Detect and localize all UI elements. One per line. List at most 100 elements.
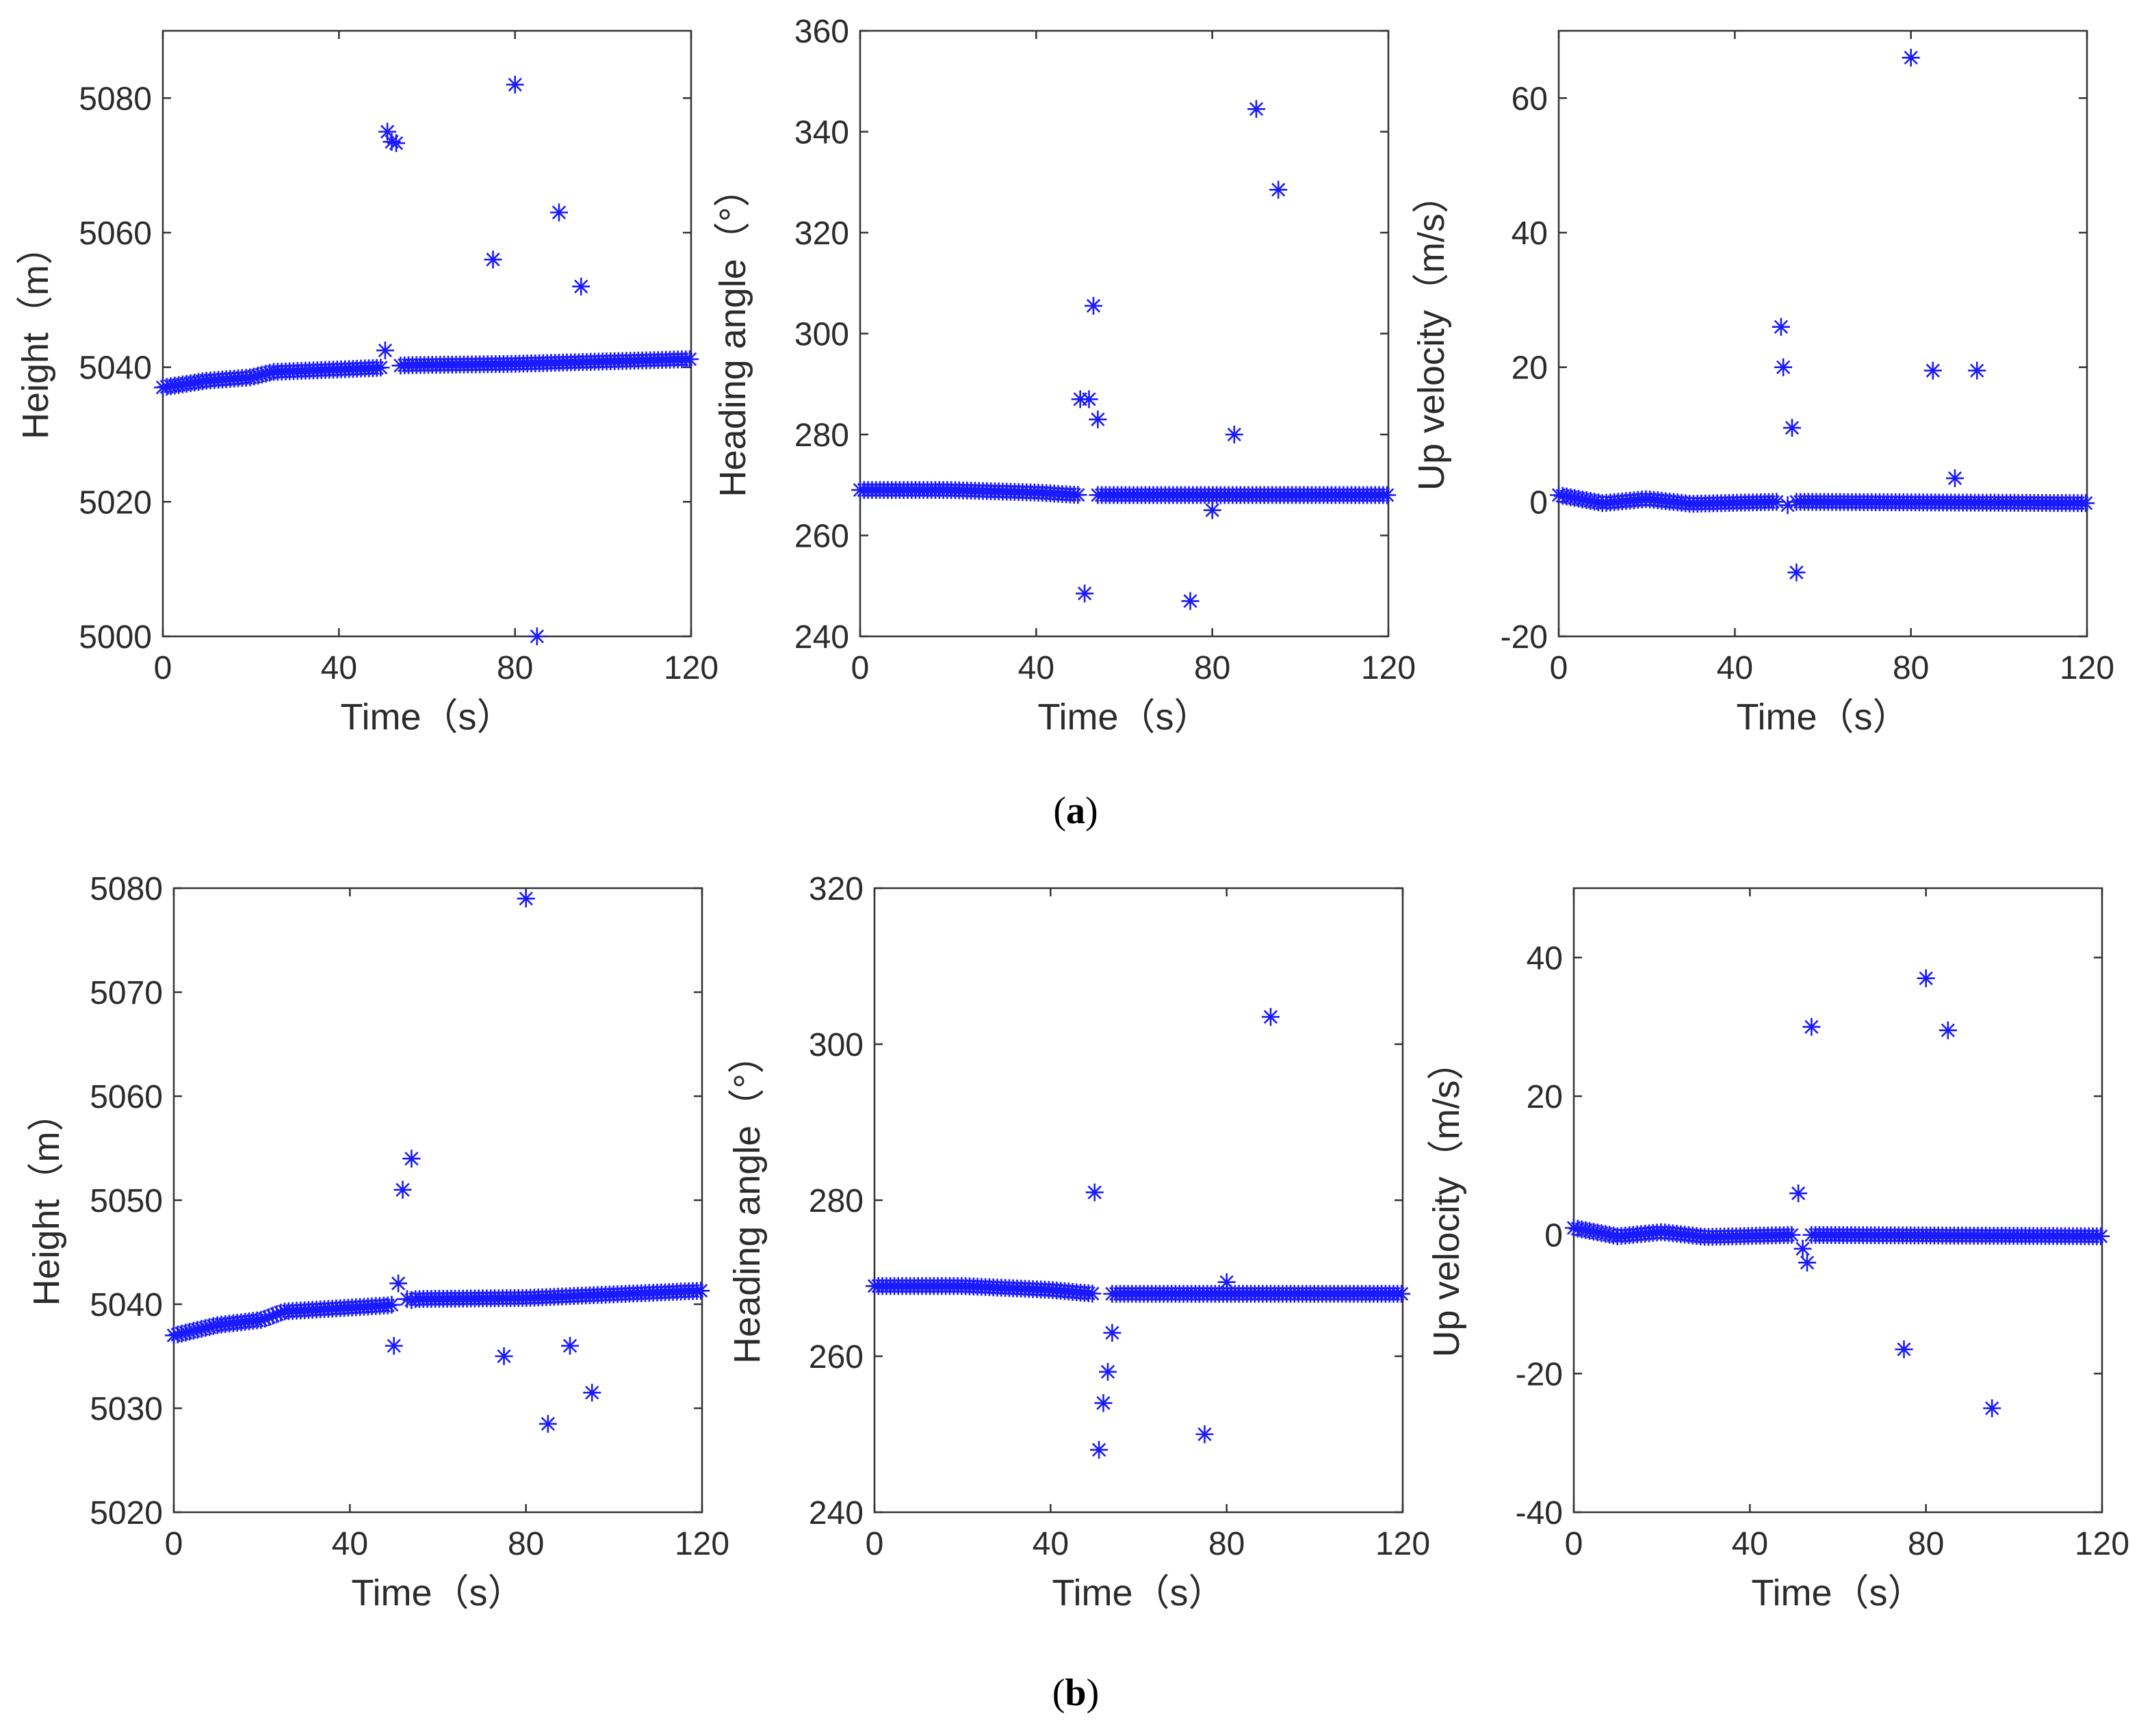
x-tick-label: 0 (154, 650, 172, 686)
outlier-series (1071, 100, 1288, 610)
y-tick-label: 5080 (90, 871, 163, 907)
y-tick-label: 20 (1512, 350, 1548, 387)
x-tick-label: 40 (1018, 650, 1054, 686)
y-tick-label: 280 (794, 417, 849, 454)
plot-frame (1572, 887, 2103, 1514)
outlier-point (484, 250, 502, 269)
y-axis-label: Up velocity（m/s） (1426, 1043, 1467, 1357)
outlier-point (1778, 496, 1797, 515)
outlier-point (583, 1384, 601, 1402)
outlier-point (1939, 1021, 1957, 1039)
outlier-point (1783, 419, 1801, 437)
chart-b-upvel: 0 40 80 120 -40 -20 0 20 40 Time（s） Up velocity（m/… (1426, 887, 2129, 1614)
y-tick-label: 20 (1527, 1079, 1563, 1115)
outlier-point (393, 1180, 412, 1199)
outlier-point (539, 1414, 557, 1433)
x-tick-label: 0 (866, 1526, 884, 1562)
y-tick-label: 0 (1544, 1218, 1563, 1254)
x-axis-label: Time（s） (1737, 697, 1910, 738)
panel-label-a: (a) (1053, 790, 1098, 832)
x-tick-label: 80 (1194, 650, 1230, 686)
x-tick-label: 40 (321, 650, 357, 686)
y-tick-label: 340 (794, 115, 849, 151)
y-tick-label: 300 (809, 1027, 864, 1063)
outlier-point (1789, 1184, 1808, 1202)
outlier-series (1772, 49, 1986, 582)
outlier-point (1968, 361, 1986, 380)
outlier-point (1090, 1440, 1109, 1459)
plot-frame (859, 29, 1390, 638)
outlier-point (506, 75, 524, 94)
trend-series (1565, 1219, 2110, 1246)
outlier-series (376, 75, 591, 645)
y-tick-label: 60 (1512, 81, 1548, 117)
outlier-point (402, 1150, 421, 1168)
outlier-point (528, 627, 546, 645)
outlier-point (1217, 1273, 1236, 1291)
y-tick-label: 260 (794, 519, 849, 555)
outlier-point (1787, 563, 1806, 582)
outlier-point (495, 1347, 513, 1365)
y-tick-label: 0 (1529, 484, 1548, 521)
x-tick-label: 0 (1550, 650, 1568, 686)
y-tick-label: 5070 (90, 975, 163, 1011)
y-tick-label: 240 (809, 1495, 864, 1531)
outlier-point (385, 1336, 403, 1355)
x-axis-label: Time（s） (1752, 1572, 1925, 1614)
x-tick-label: 0 (851, 650, 870, 686)
outlier-point (1247, 100, 1265, 118)
x-tick-label: 120 (1375, 1526, 1430, 1562)
outlier-point (572, 277, 591, 296)
data-point (1378, 486, 1397, 504)
x-tick-label: 120 (664, 650, 718, 686)
y-tick-label: -20 (1501, 619, 1548, 656)
outlier-point (398, 1290, 416, 1308)
outlier-point (1085, 1183, 1104, 1202)
outlier-point (1902, 49, 1920, 67)
trend-series (165, 1282, 710, 1345)
y-axis-label: Heading angle（°） (727, 1037, 768, 1364)
outlier-point (387, 134, 405, 153)
y-tick-label: 5020 (90, 1495, 163, 1531)
outlier-point (1269, 181, 1288, 199)
outlier-point (517, 890, 535, 908)
outlier-point (561, 1336, 579, 1355)
outlier-point (1262, 1008, 1280, 1026)
x-tick-label: 120 (1361, 650, 1416, 686)
outlier-series (1789, 969, 2001, 1417)
outlier-point (1923, 361, 1942, 380)
outlier-point (1094, 1394, 1113, 1412)
outlier-series (1085, 1008, 1280, 1459)
outlier-point (1203, 501, 1221, 519)
y-tick-label: 40 (1512, 216, 1548, 252)
outlier-point (1798, 1254, 1816, 1272)
x-tick-label: 80 (1893, 650, 1929, 686)
x-tick-label: 80 (497, 650, 533, 686)
data-point (692, 1282, 710, 1300)
outlier-point (1225, 426, 1243, 443)
y-tick-label: 360 (794, 14, 849, 50)
y-axis-label: Height（m） (26, 1094, 67, 1306)
y-tick-label: 5040 (90, 1287, 163, 1323)
outlier-point (1099, 1362, 1117, 1381)
x-axis-label: Time（s） (1052, 1572, 1226, 1614)
y-tick-label: 5080 (79, 81, 152, 117)
trend-series (154, 350, 699, 397)
x-tick-label: 80 (508, 1526, 544, 1562)
outlier-point (1946, 469, 1964, 487)
outlier-point (550, 203, 568, 222)
outlier-point (389, 1274, 408, 1293)
y-tick-label: 5050 (90, 1183, 163, 1219)
outlier-point (1089, 410, 1107, 428)
outlier-point (1195, 1425, 1214, 1443)
y-axis-label: Up velocity（m/s） (1411, 177, 1452, 491)
trend-series (1550, 486, 2095, 513)
outlier-point (1080, 390, 1098, 409)
y-tick-label: 5060 (79, 216, 152, 252)
plot-frame (172, 887, 703, 1514)
outlier-point (1802, 1018, 1821, 1036)
panel-label-b: (b) (1052, 1672, 1099, 1714)
y-tick-label: 5020 (79, 484, 152, 521)
outlier-point (1917, 969, 1935, 987)
